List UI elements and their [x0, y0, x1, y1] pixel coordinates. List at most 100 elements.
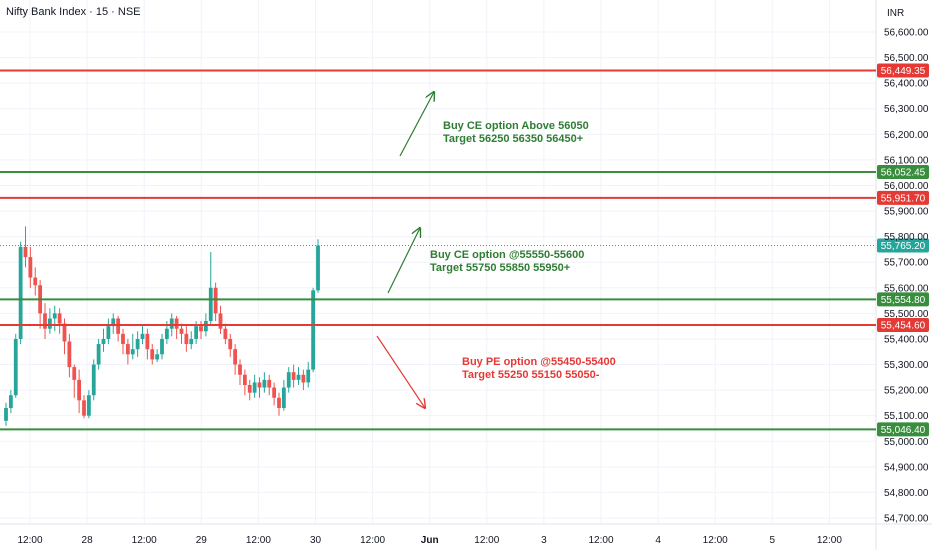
support-resistance-levels[interactable]: 55,765.20 56,449.35 56,052.45 55,951.70 55,5… [0, 63, 929, 437]
candle [111, 313, 116, 334]
candle [233, 344, 238, 375]
y-tick-label: 55,700.00 [884, 258, 929, 269]
candle [291, 364, 296, 388]
candle [247, 379, 252, 401]
candle [52, 305, 57, 332]
y-tick-label: 56,100.00 [884, 155, 929, 166]
candle [13, 333, 18, 398]
x-tick-label: 12:00 [132, 535, 157, 546]
candle [252, 374, 257, 398]
candle [96, 338, 101, 370]
level-label: 56,052.45 [881, 168, 926, 179]
candle [57, 308, 62, 334]
y-tick-label: 54,900.00 [884, 462, 929, 473]
annotation-2-line-2: Target 55750 55850 55950+ [430, 262, 570, 274]
x-tick-label: 12:00 [246, 535, 271, 546]
candle [140, 326, 145, 345]
y-tick-label: 55,800.00 [884, 232, 929, 243]
y-tick-label: 55,600.00 [884, 283, 929, 294]
annotation-2-line-1: Buy CE option @55550-55600 [430, 249, 584, 261]
level-label: 55,554.80 [881, 295, 926, 306]
candle [199, 321, 203, 339]
x-tick-label: 29 [196, 535, 208, 546]
candle [262, 372, 267, 393]
y-tick-label: 54,700.00 [884, 514, 929, 525]
candle [145, 328, 150, 360]
candle [218, 305, 223, 334]
candle [281, 379, 286, 411]
candle [86, 390, 91, 419]
candle [174, 315, 179, 339]
price-axis[interactable]: 56,600.00 56,500.00 56,400.00 56,300.00 56,2… [884, 28, 929, 525]
candle [38, 280, 43, 329]
candle [223, 323, 228, 345]
candle [116, 315, 121, 342]
candle [184, 326, 189, 352]
down-arrow [376, 335, 425, 408]
candle [8, 390, 13, 414]
time-axis[interactable]: 12:00 28 12:00 29 12:00 30 12:00 Jun 12:00 3 12:00… [17, 535, 842, 546]
candle [62, 318, 67, 355]
x-tick-label: 12:00 [474, 535, 499, 546]
candle [125, 338, 130, 365]
candle [257, 377, 262, 398]
candle [296, 367, 301, 385]
x-tick-label: 12:00 [360, 535, 385, 546]
y-tick-label: 56,200.00 [884, 130, 929, 141]
y-tick-label: 55,500.00 [884, 309, 929, 320]
candle [77, 369, 82, 414]
candle [91, 359, 96, 401]
x-tick-label: 12:00 [17, 535, 42, 546]
candle [208, 251, 213, 327]
x-tick-label: 12:00 [588, 535, 613, 546]
y-tick-label: 55,000.00 [884, 437, 929, 448]
candle [267, 374, 272, 396]
grid [0, 0, 876, 524]
candle [213, 282, 218, 322]
level-tag [877, 422, 929, 437]
annotation-3-line-1: Buy PE option @55450-55400 [462, 356, 616, 368]
y-tick-label: 55,900.00 [884, 207, 929, 218]
candle [242, 369, 247, 396]
candle [189, 331, 194, 350]
x-tick-label: 3 [541, 535, 547, 546]
candle [301, 369, 306, 391]
y-tick-label: 56,400.00 [884, 79, 929, 90]
level-label: 55,046.40 [881, 425, 926, 436]
candle [67, 333, 72, 378]
candle [28, 246, 33, 288]
x-tick-label: 30 [310, 535, 322, 546]
candle [155, 349, 160, 362]
x-tick-label: 12:00 [703, 535, 728, 546]
candle [82, 395, 86, 419]
candle [179, 323, 184, 345]
candle [228, 333, 233, 357]
y-tick-label: 55,100.00 [884, 411, 929, 422]
y-tick-label: 56,300.00 [884, 104, 929, 115]
candle [272, 382, 277, 406]
candle [135, 331, 140, 357]
y-tick-label: 55,300.00 [884, 360, 929, 371]
candle [316, 239, 320, 293]
candle [18, 241, 23, 345]
candles [4, 226, 320, 426]
candle [306, 361, 311, 388]
candle [160, 333, 164, 360]
x-tick-label: Jun [421, 535, 439, 546]
candle [121, 328, 125, 355]
candle [43, 303, 47, 339]
y-tick-label: 54,800.00 [884, 488, 929, 499]
annotation-1-line-1: Buy CE option Above 56050 [443, 120, 589, 132]
candle [101, 328, 106, 352]
last-price-label: 55,765.20 [881, 241, 926, 252]
y-tick-label: 55,400.00 [884, 334, 929, 345]
level-tag [877, 317, 929, 332]
level-tag [877, 165, 929, 180]
level-label: 55,951.70 [881, 193, 926, 204]
candle [311, 287, 316, 373]
up-arrow-1 [399, 92, 434, 157]
level-label: 55,454.60 [881, 320, 926, 331]
y-tick-label: 56,000.00 [884, 181, 929, 192]
candle [277, 392, 281, 416]
